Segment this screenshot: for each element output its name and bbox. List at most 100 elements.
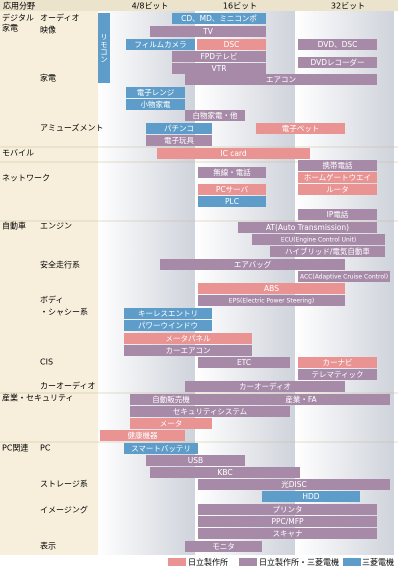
column-label: 16ビット (223, 2, 257, 11)
bar (238, 222, 377, 233)
bar (256, 123, 345, 134)
bar (172, 63, 266, 74)
bar (157, 148, 310, 159)
bar-label: パチンコ (164, 124, 194, 133)
bar-label: FPDテレビ (200, 52, 237, 61)
bar-label: IP電話 (327, 209, 349, 219)
bar-label: 小物家電 (141, 99, 171, 109)
bar (198, 196, 266, 207)
category-label: 家電 (40, 73, 56, 83)
bar (126, 99, 185, 110)
bar (160, 259, 345, 270)
bar-label: AT(Auto Transmission) (266, 223, 349, 232)
bar-label: IC card (220, 149, 247, 158)
bar-label: カーオーディオ (239, 381, 291, 391)
bar-label: VTR (212, 64, 227, 73)
bar (124, 443, 198, 454)
header-title: 応用分野 (3, 1, 35, 11)
bar (270, 246, 385, 257)
category-label: ・シャシー系 (40, 307, 88, 317)
category-label: PC関連 (2, 443, 28, 453)
bar (185, 381, 345, 392)
bar (252, 234, 385, 245)
bar (124, 333, 252, 344)
bar (146, 135, 212, 146)
bar-label: カーナビ (323, 358, 353, 367)
legend-swatch (168, 558, 186, 566)
bar (197, 39, 266, 50)
bar-label: ACC(Adaptive Cruise Control) (300, 274, 388, 281)
bar-label: スマートバッテリ (131, 444, 191, 453)
category-label: ストレージ系 (40, 479, 88, 489)
bar (172, 13, 266, 24)
category-band (0, 11, 98, 555)
bar (150, 467, 300, 478)
bar-label: 携帯電話 (323, 160, 353, 170)
bar-label: 産業・FA (285, 394, 317, 404)
category-label: ネットワーク (2, 174, 50, 183)
bar (130, 406, 290, 417)
bar-label: DVDレコーダー (310, 57, 364, 67)
category-label: 自動車 (2, 221, 26, 231)
category-label: 表示 (40, 541, 56, 551)
bar (298, 184, 377, 195)
legend-label: 日立製作所 (188, 557, 228, 567)
remote-label: リモコン (100, 33, 109, 63)
bar-label: DSC (224, 40, 240, 49)
category-label: 映像 (40, 25, 56, 35)
bar-label: USB (188, 456, 203, 465)
column-label: 4/8ビット (132, 2, 169, 11)
bar-label: プリンタ (273, 505, 303, 514)
bar-label: テレマティック (311, 370, 363, 379)
bar (298, 357, 377, 368)
bar-label: ホームゲートウエイ (304, 173, 371, 182)
bar-label: キーレスエントリ (138, 309, 198, 318)
header-band (0, 0, 398, 11)
bar (124, 308, 212, 319)
bar (198, 528, 377, 539)
bar (298, 271, 390, 282)
bar-label: 白物家電・他 (193, 110, 238, 120)
bar (198, 167, 266, 178)
category-label: 産業・セキュリティ (2, 393, 74, 403)
category-label: デジタル (2, 13, 34, 23)
bar (100, 430, 185, 441)
bar-label: 自動販売機 (152, 394, 190, 404)
bar-label: スキャナ (273, 529, 303, 538)
bar (126, 87, 185, 98)
bar-label: DVD、DSC (318, 40, 358, 49)
bar (298, 160, 377, 171)
bar (198, 283, 345, 294)
bar-label: ETC (237, 358, 251, 367)
bar (298, 172, 377, 183)
legend-label: 三菱電機 (362, 557, 394, 567)
bar-label: 無線・電話 (213, 167, 251, 177)
bar-label: モニタ (212, 542, 235, 551)
bar-label: TV (202, 27, 214, 36)
bar-label: PLC (225, 197, 239, 206)
category-label: イメージング (40, 505, 88, 515)
bar (172, 51, 266, 62)
bar-label: フィルムカメラ (134, 40, 186, 49)
bar-label: ABS (264, 284, 279, 293)
bar (212, 394, 390, 405)
category-label: カーオーディオ (40, 381, 95, 391)
bar (185, 110, 245, 121)
bar-label: ルータ (326, 185, 349, 194)
bar-label: 電子レンジ (137, 88, 175, 97)
bar (262, 491, 360, 502)
bar-label: CD、MD、ミニコンポ (181, 14, 257, 23)
bar-label: メータパネル (166, 334, 211, 343)
bar-label: カーエアコン (166, 346, 211, 355)
bar (126, 39, 195, 50)
bar (198, 516, 377, 527)
bar-label: メータ (160, 419, 183, 428)
category-label: CIS (40, 358, 53, 367)
bar (185, 541, 262, 552)
category-label: モバイル (2, 149, 34, 158)
bar-label: セキュリティシステム (173, 407, 247, 416)
category-label: PC (40, 444, 51, 453)
category-label: アミューズメント (40, 123, 103, 133)
bar-label: エアバッグ (234, 259, 272, 269)
